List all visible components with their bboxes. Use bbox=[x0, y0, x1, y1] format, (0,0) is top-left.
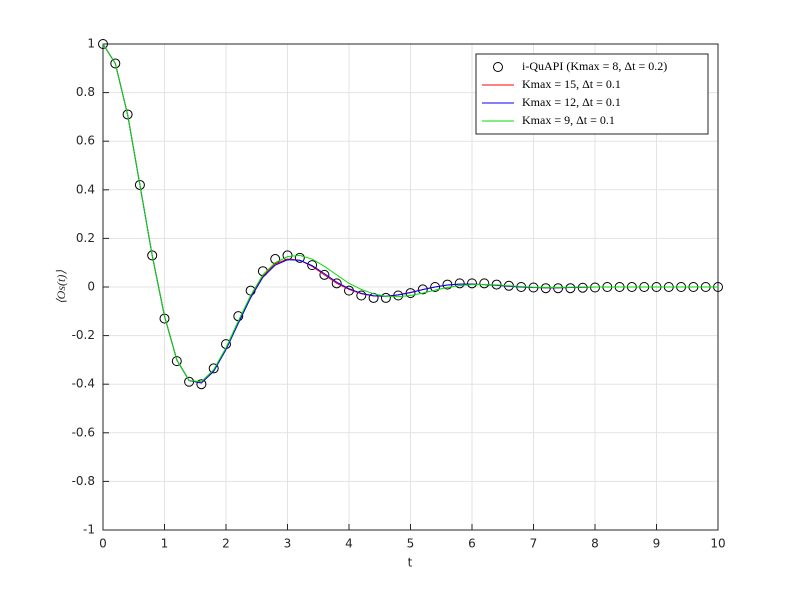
data-point bbox=[467, 278, 477, 289]
y-tick-label: -1 bbox=[83, 523, 95, 537]
data-point bbox=[430, 282, 441, 292]
data-point bbox=[356, 290, 367, 301]
y-tick-label: -0.4 bbox=[72, 377, 95, 391]
data-point bbox=[479, 278, 490, 289]
y-tick-label: 0.2 bbox=[76, 231, 95, 245]
data-point bbox=[134, 179, 145, 190]
y-tick-label: 0.6 bbox=[76, 134, 95, 148]
y-tick-label: 0.8 bbox=[76, 85, 95, 99]
legend-label: Kmax = 9, Δt = 0.1 bbox=[522, 113, 615, 127]
data-point bbox=[171, 356, 182, 367]
x-tick-label: 7 bbox=[530, 537, 538, 551]
y-tick-label: -0.6 bbox=[72, 425, 95, 439]
x-tick-label: 10 bbox=[710, 537, 725, 551]
data-point bbox=[110, 58, 121, 69]
x-tick-label: 5 bbox=[407, 537, 415, 551]
data-point bbox=[565, 283, 576, 294]
legend-label: Kmax = 12, Δt = 0.1 bbox=[522, 95, 621, 109]
data-point bbox=[147, 250, 158, 261]
data-point bbox=[122, 109, 133, 120]
legend-label: Kmax = 15, Δt = 0.1 bbox=[522, 77, 621, 91]
x-axis-label: t bbox=[408, 556, 413, 570]
y-axis-label: ⟨Os(t)⟩ bbox=[54, 270, 68, 304]
x-tick-label: 0 bbox=[99, 537, 107, 551]
data-point bbox=[294, 252, 305, 263]
legend-label: i-QuAPI (Kmax = 8, Δt = 0.2) bbox=[522, 59, 667, 73]
x-tick-label: 2 bbox=[222, 537, 230, 551]
y-tick-label: -0.8 bbox=[72, 474, 95, 488]
data-point bbox=[331, 278, 342, 289]
x-tick-label: 6 bbox=[468, 537, 476, 551]
y-tick-label: 1 bbox=[87, 37, 95, 51]
data-line bbox=[102, 43, 718, 383]
legend-box bbox=[475, 53, 709, 135]
x-tick-label: 4 bbox=[345, 537, 353, 551]
data-point bbox=[380, 292, 391, 303]
x-tick-label: 3 bbox=[284, 537, 292, 551]
y-tick-label: 0 bbox=[87, 280, 95, 294]
legend-marker bbox=[493, 62, 503, 72]
data-point bbox=[454, 278, 465, 289]
x-tick-label: 9 bbox=[653, 537, 661, 551]
y-tick-label: -0.2 bbox=[72, 328, 95, 342]
data-point bbox=[196, 379, 207, 390]
y-tick-label: 0.4 bbox=[76, 182, 95, 196]
data-point bbox=[208, 363, 219, 374]
x-tick-label: 8 bbox=[591, 537, 599, 551]
x-tick-label: 1 bbox=[161, 537, 169, 551]
data-point bbox=[307, 260, 318, 271]
data-point bbox=[98, 39, 108, 49]
data-point bbox=[319, 269, 330, 280]
data-point bbox=[417, 284, 428, 295]
